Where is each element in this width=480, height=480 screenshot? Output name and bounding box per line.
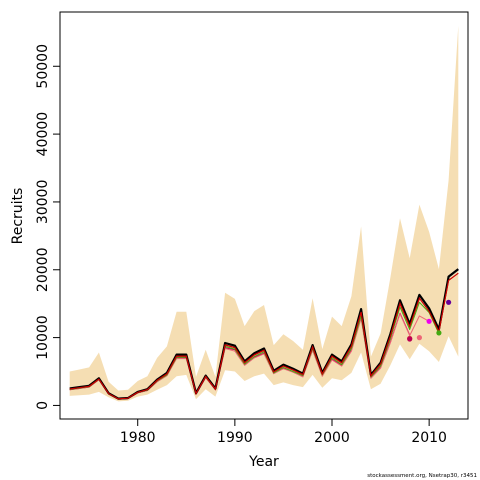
estimate-inner-line [69,272,459,400]
confidence-band [69,25,459,402]
retro-end-point [416,335,422,341]
x-axis-title: Year [248,454,279,470]
x-tick-label: 2000 [314,430,350,446]
x-tick-label: 1990 [217,430,253,446]
series-layer [69,268,459,400]
x-tick-label: 1980 [120,430,156,446]
plot-frame [59,11,469,420]
y-tick-label: 40000 [35,112,51,157]
retro-end-point [426,318,432,324]
x-axis: 1980 1990 2000 2010 [120,419,447,446]
retro-end-point [446,299,452,305]
y-axis-title: Recruits [10,188,26,245]
y-tick-label: 0 [35,401,51,410]
retro-end-point [407,336,413,342]
y-tick-label: 30000 [35,180,51,225]
x-tick-label: 2010 [411,430,447,446]
y-tick-label: 10000 [35,315,51,360]
y-tick-label: 20000 [35,248,51,293]
y-axis: 0 10000 20000 30000 40000 50000 [35,44,60,410]
footnote: stockassessment.org, Nsetrap30, r3451 [367,473,477,479]
retro-end-point [436,330,442,336]
retro-points-layer [407,299,452,342]
y-tick-label: 50000 [35,44,51,89]
confidence-band-layer [69,25,459,402]
